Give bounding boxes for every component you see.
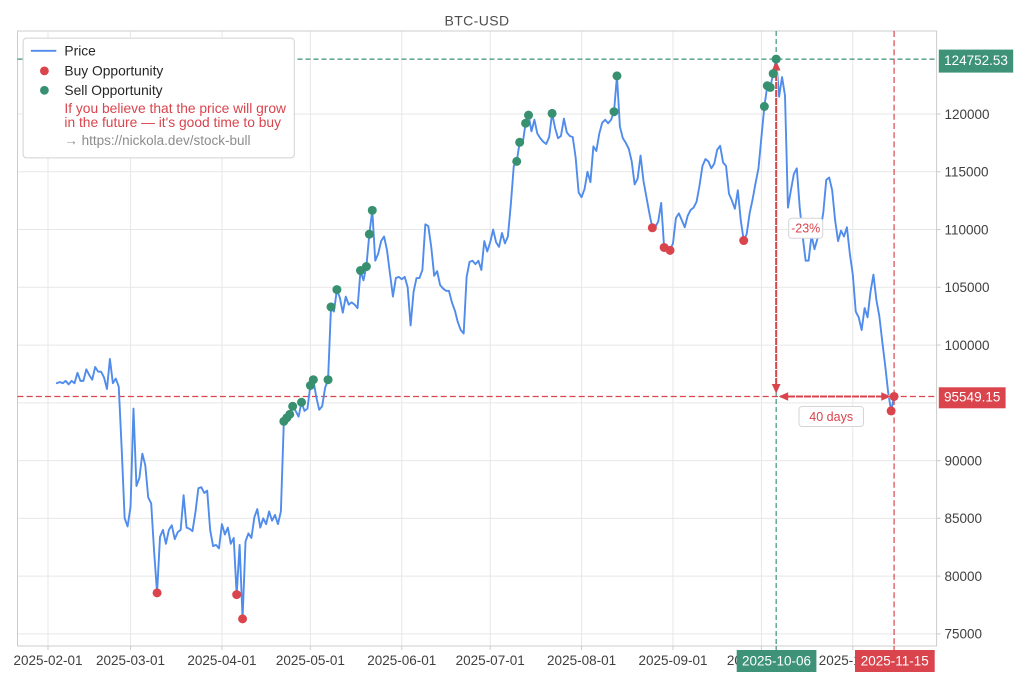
svg-text:90000: 90000 xyxy=(945,453,983,468)
svg-text:2025-07-01: 2025-07-01 xyxy=(456,653,525,668)
svg-text:85000: 85000 xyxy=(945,511,983,526)
svg-text:2025-11-15: 2025-11-15 xyxy=(861,654,929,669)
svg-text:2025-10-06: 2025-10-06 xyxy=(742,654,811,669)
svg-text:105000: 105000 xyxy=(945,280,990,295)
svg-text:If you believe that the price: If you believe that the price will grow xyxy=(64,101,286,116)
svg-text:80000: 80000 xyxy=(945,569,983,584)
svg-text:115000: 115000 xyxy=(945,165,989,180)
svg-text:2025-08-01: 2025-08-01 xyxy=(547,653,616,668)
svg-text:110000: 110000 xyxy=(945,222,989,237)
svg-text:2025-09-01: 2025-09-01 xyxy=(638,653,707,668)
svg-text:2025-03-01: 2025-03-01 xyxy=(96,653,165,668)
svg-text:2025-05-01: 2025-05-01 xyxy=(276,653,345,668)
svg-text:75000: 75000 xyxy=(945,627,983,642)
svg-text:→ https://nickola.dev/stock-bu: → https://nickola.dev/stock-bull xyxy=(64,133,250,148)
svg-text:40 days: 40 days xyxy=(809,410,853,424)
svg-text:100000: 100000 xyxy=(945,338,990,353)
svg-text:in the future — it's good time: in the future — it's good time to buy xyxy=(64,115,281,130)
svg-text:-23%: -23% xyxy=(791,222,820,236)
svg-text:Buy Opportunity: Buy Opportunity xyxy=(64,64,163,79)
svg-text:120000: 120000 xyxy=(945,107,990,122)
svg-text:BTC-USD: BTC-USD xyxy=(444,13,509,29)
svg-text:2025-06-01: 2025-06-01 xyxy=(367,653,436,668)
svg-text:Price: Price xyxy=(64,44,96,59)
svg-text:Sell Opportunity: Sell Opportunity xyxy=(64,83,162,98)
svg-text:124752.53: 124752.53 xyxy=(944,53,1008,68)
svg-text:2025-02-01: 2025-02-01 xyxy=(13,653,82,668)
svg-text:95549.15: 95549.15 xyxy=(944,390,1000,405)
svg-text:2025-04-01: 2025-04-01 xyxy=(187,653,256,668)
